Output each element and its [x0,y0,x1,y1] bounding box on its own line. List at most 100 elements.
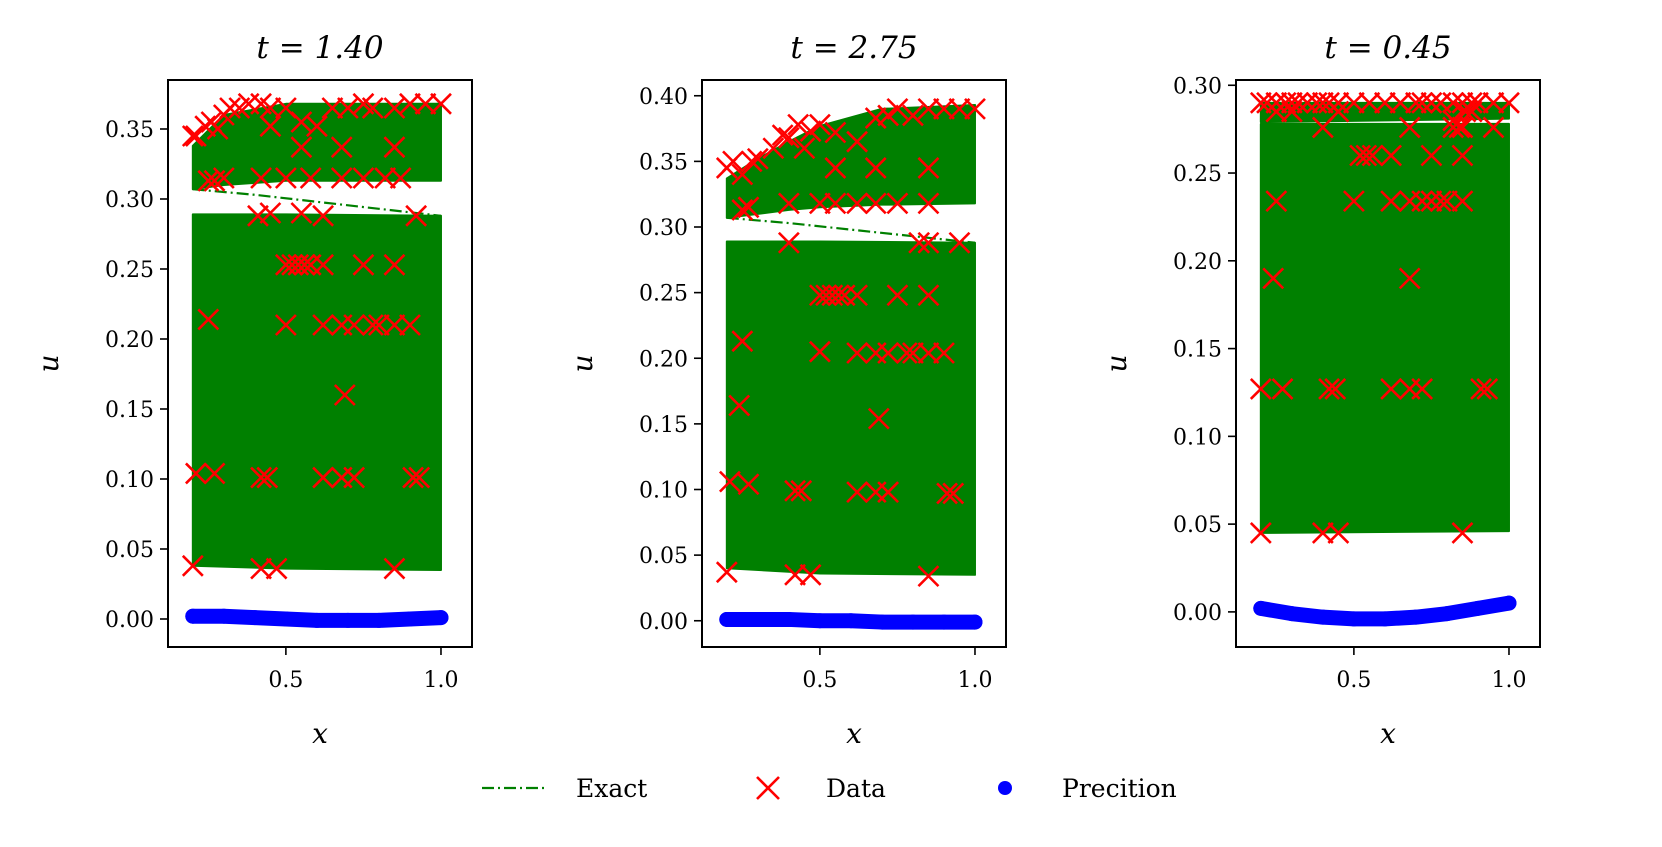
data-point [414,92,437,115]
data-point [1420,91,1443,114]
prediction-point [781,611,797,627]
data-point [1380,144,1403,167]
data-point [181,125,204,147]
data-point [1271,378,1294,400]
data-point [259,202,282,224]
data-point [787,113,810,136]
data-point [1342,190,1365,213]
legend-item-data: Data [756,774,886,803]
data-point [389,167,412,189]
y-tick-label: 0.25 [1173,162,1222,187]
prediction-point [967,614,983,630]
data-point [886,192,909,215]
data-point [399,314,421,336]
data-point [352,167,375,189]
data-point [405,204,428,227]
y-tick-label: 0.40 [639,85,688,110]
data-point [290,136,313,159]
prediction-point [719,611,735,627]
prediction-point [1315,609,1331,625]
plot-area [715,97,986,630]
y-tick-label: 0.35 [105,118,154,143]
y-tick-label: 0.20 [1173,250,1222,275]
data-point [402,466,424,489]
y-tick-label: 0.20 [639,347,688,372]
data-point [1405,91,1427,114]
data-point [728,394,751,417]
y-tick-label: 0.25 [639,282,688,307]
data-point [1429,190,1452,213]
data-point [247,204,269,227]
data-point [1451,144,1474,167]
data-point [762,137,785,160]
prediction-point [874,614,890,630]
legend-label: Precition [1062,774,1177,803]
y-axis-label: u [32,354,65,372]
prediction-point [340,612,356,628]
data-point [824,157,847,179]
data-point [299,167,322,189]
data-point [1442,91,1465,114]
legend-swatch-dot [998,781,1012,795]
data-point [1327,521,1350,544]
y-tick-label: 0.35 [639,150,688,175]
exact-line [192,188,442,217]
data-point [1327,91,1350,114]
legend-label: Exact [576,774,647,803]
data-point [877,104,900,127]
data-point [808,113,831,136]
data-point [864,157,887,179]
data-point [917,565,940,588]
prediction-point [1501,595,1517,611]
data-point [867,407,890,430]
prediction-point [247,610,263,626]
data-point [718,470,741,493]
data-point [1398,116,1421,139]
y-axis-label: u [566,354,599,372]
data-point [368,314,390,336]
data-point [948,231,971,254]
data-point [808,340,831,363]
data-point [1436,190,1458,213]
data-point [933,342,955,364]
data-point [895,342,918,364]
data-point [256,466,279,489]
data-point [1249,378,1272,400]
data-point [321,97,344,119]
prediction-point [812,613,828,629]
data-point [936,482,958,505]
y-tick-label: 0.20 [105,328,154,353]
prediction-point [402,611,418,627]
data-point [777,192,800,215]
prediction-point [843,613,859,629]
data-point [333,384,356,406]
data-point [361,97,384,119]
data-point [1324,378,1347,400]
data-point [194,115,217,138]
y-tick-label: 0.15 [1173,338,1222,363]
legend-item-exact: Exact [482,774,647,803]
x-axis-label: x [846,717,862,750]
data-point [824,121,847,144]
data-point [383,253,406,276]
x-tick-label: 1.0 [957,668,992,693]
data-point [784,479,806,502]
data-point [312,314,335,336]
y-tick-label: 0.25 [105,258,154,283]
data-point [1280,100,1303,123]
x-axis-label: x [1380,717,1396,750]
axes-frame [167,79,473,648]
prediction-point [216,608,232,624]
data-point [1451,521,1474,544]
prediction-point [750,611,766,627]
data-point [731,199,754,221]
prediction-point [433,610,449,626]
data-point [383,97,406,119]
y-tick-label: 0.00 [105,608,154,633]
data-point [259,115,282,138]
data-point [1411,378,1434,400]
data-point [1482,116,1505,139]
data-point [293,253,316,276]
data-point [799,120,822,143]
y-tick-label: 0.00 [639,610,688,635]
